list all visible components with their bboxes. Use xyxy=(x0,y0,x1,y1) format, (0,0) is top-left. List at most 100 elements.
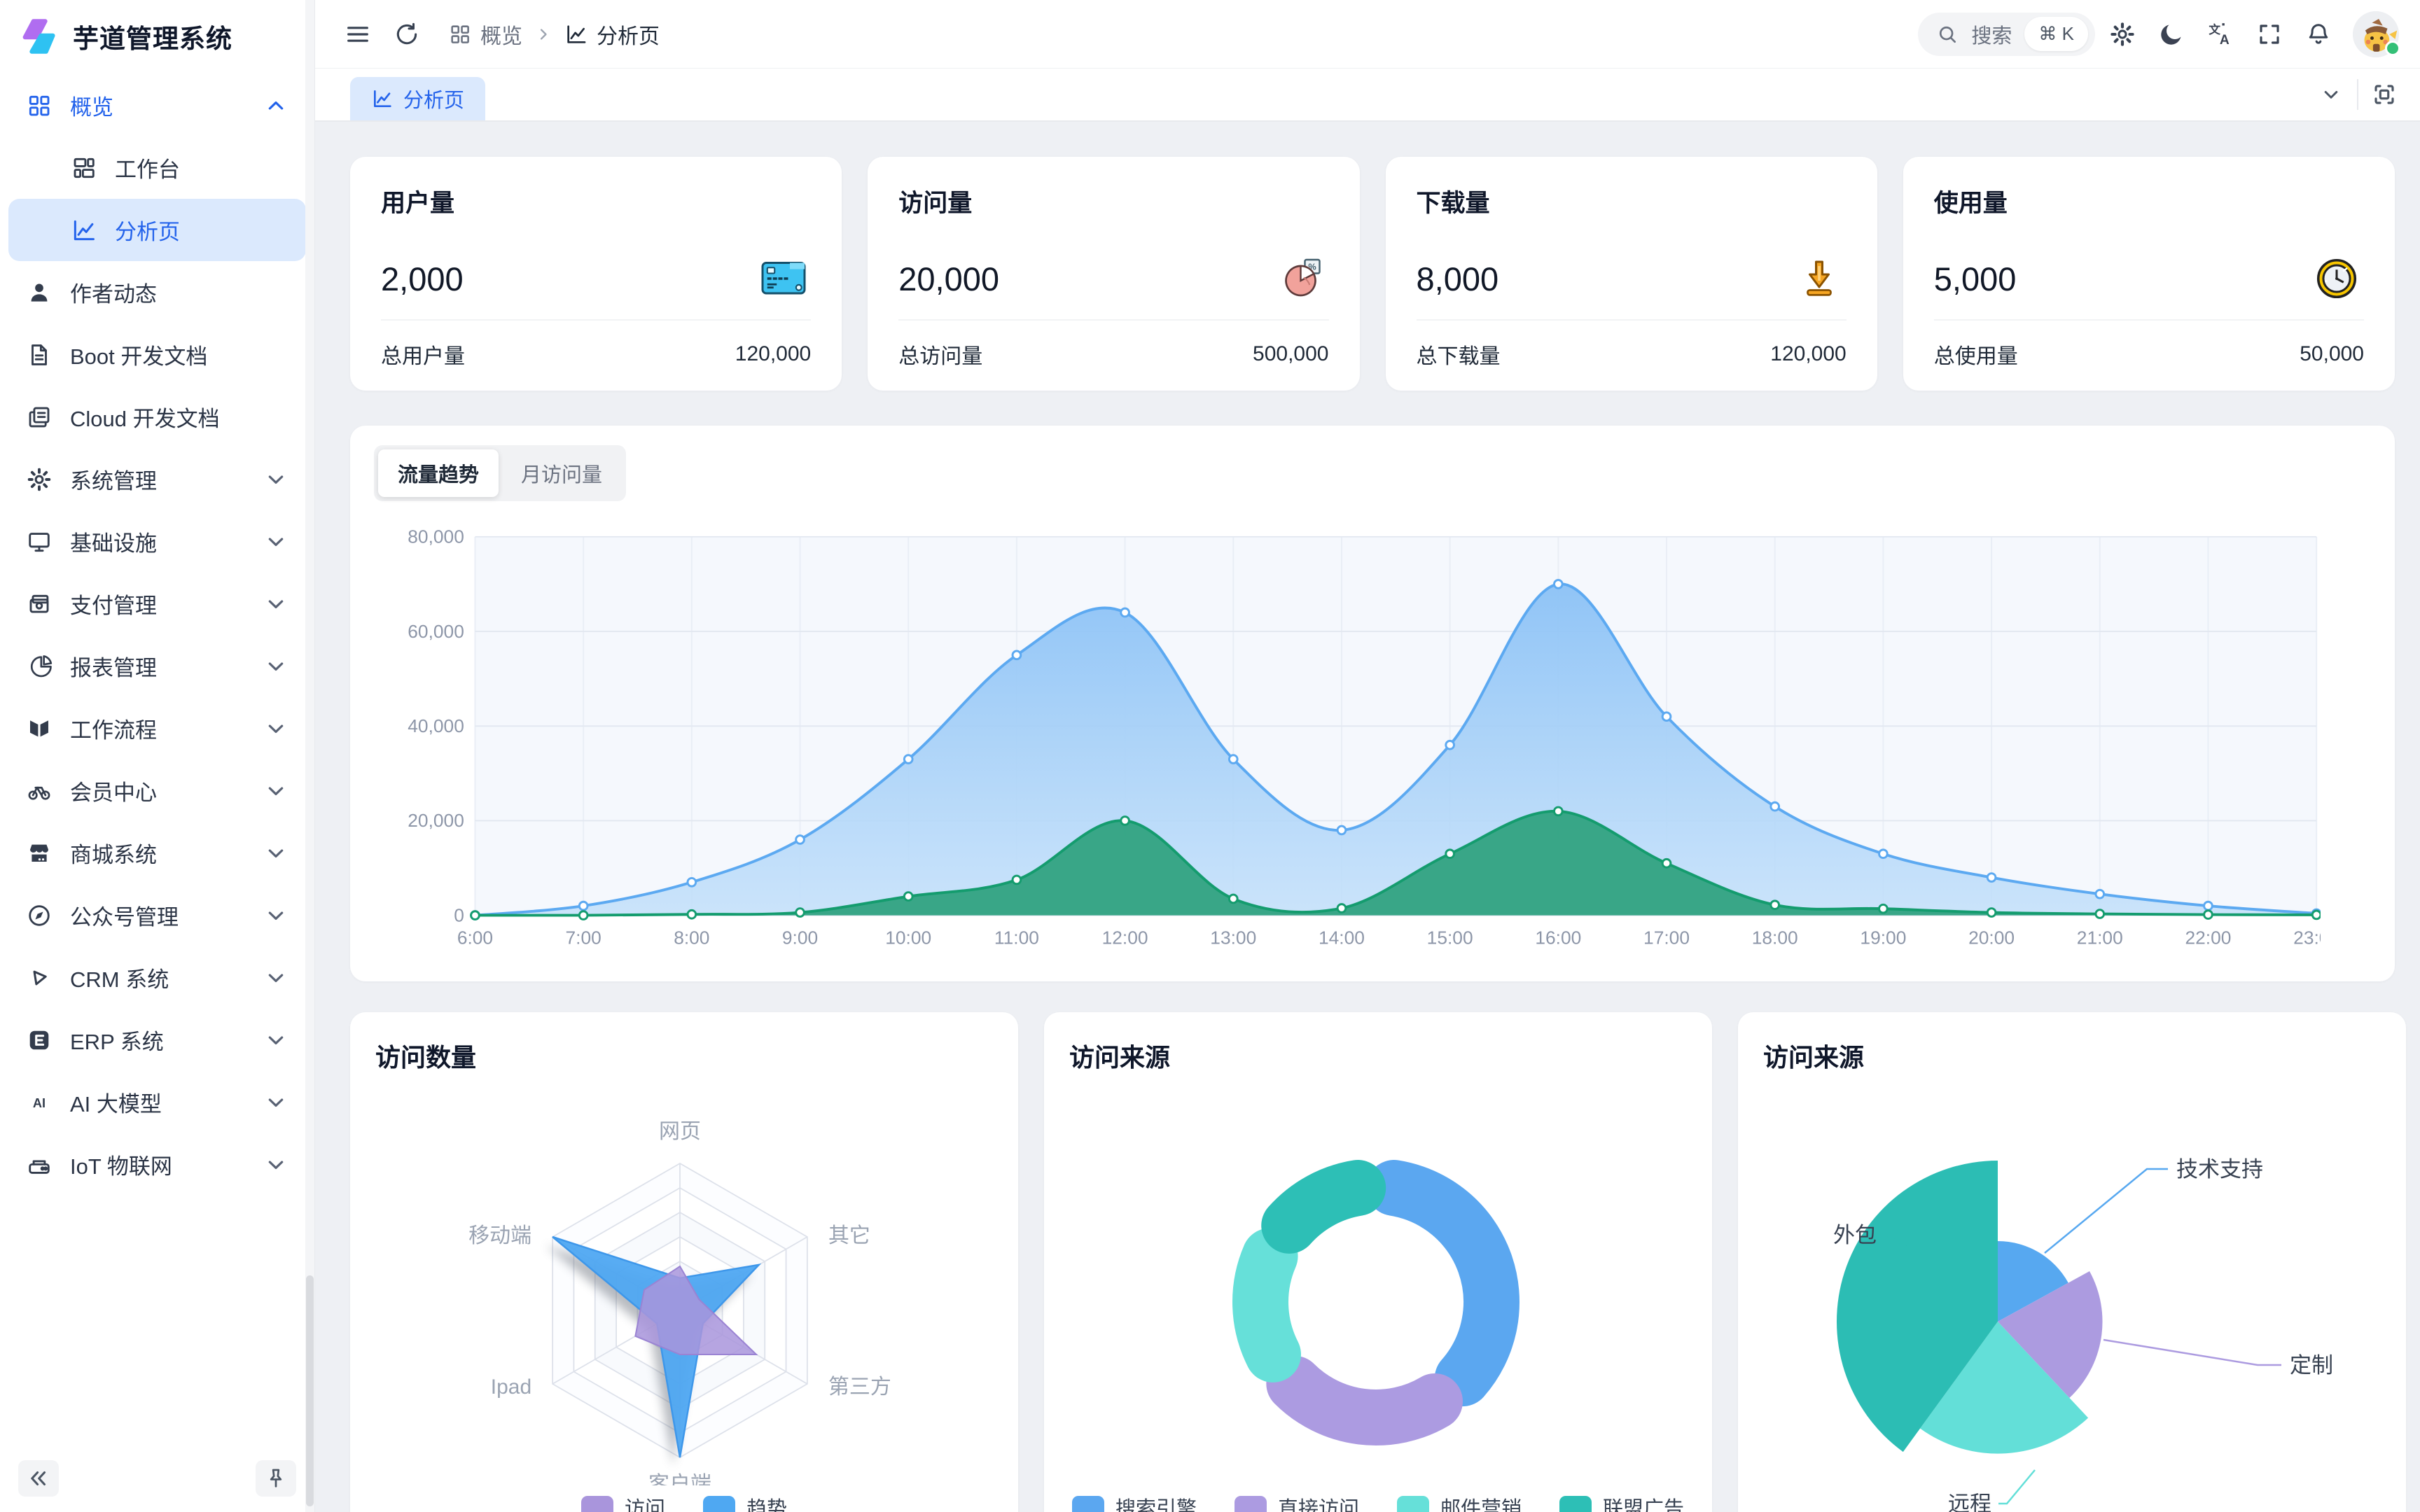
legend-swatch xyxy=(1071,1496,1104,1512)
sidebar-item-workflow[interactable]: 工作流程 xyxy=(8,697,306,760)
sidebar-item-label: 概览 xyxy=(70,95,113,120)
legend-item-直接访问[interactable]: 直接访问 xyxy=(1234,1492,1359,1512)
svg-text:22:00: 22:00 xyxy=(2185,927,2231,948)
svg-text:16:00: 16:00 xyxy=(1535,927,1581,948)
report-icon xyxy=(25,652,53,680)
sidebar-item-ai[interactable]: AI AI 大模型 xyxy=(8,1071,306,1133)
compass-icon xyxy=(25,902,53,930)
legend-item-联盟广告[interactable]: 联盟广告 xyxy=(1559,1492,1684,1512)
chevron-down-icon xyxy=(263,466,289,493)
sidebar-item-label: 分析页 xyxy=(115,220,180,244)
notifications-button[interactable] xyxy=(2297,13,2340,56)
visit-count-panel: 访问数量 网页 其它 第三方 客户端 Ipad 移动端 访问 趋势 xyxy=(350,1012,1018,1512)
grid-icon xyxy=(448,22,472,46)
refresh-button[interactable] xyxy=(385,13,429,56)
panel-title: 访问来源 xyxy=(1763,1043,1865,1072)
radar-legend: 访问 趋势 xyxy=(375,1492,993,1512)
topbar: 概览 分析页 xyxy=(315,0,2420,69)
trend-tab-流量趋势[interactable]: 流量趋势 xyxy=(378,449,499,497)
settings-button[interactable] xyxy=(2101,13,2144,56)
svg-text:19:00: 19:00 xyxy=(1860,927,1906,948)
svg-text:6:00: 6:00 xyxy=(457,927,493,948)
sidebar-item-analysis[interactable]: 分析页 xyxy=(8,199,306,261)
stat-footer-label: 总下载量 xyxy=(1416,345,1501,368)
sidebar-item-doc[interactable]: Boot 开发文档 xyxy=(8,323,306,386)
svg-text:客户端: 客户端 xyxy=(648,1473,711,1485)
sidebar-item-payment[interactable]: 支付管理 xyxy=(8,573,306,635)
chevron-down-icon xyxy=(263,902,289,929)
sidebar-item-label: 基础设施 xyxy=(70,531,157,556)
sidebar-item-mall[interactable]: 商城系统 xyxy=(8,822,306,884)
breadcrumb-page[interactable]: 分析页 xyxy=(564,19,660,50)
trend-tab-月访问量[interactable]: 月访问量 xyxy=(521,464,603,486)
svg-text:%: % xyxy=(1308,261,1316,272)
sidebar-item-report[interactable]: 报表管理 xyxy=(8,635,306,697)
stat-title: 访问量 xyxy=(898,190,973,217)
svg-text:20:00: 20:00 xyxy=(1968,927,2015,948)
sidebar-item-erp[interactable]: ERP 系统 xyxy=(8,1009,306,1071)
breadcrumb-section[interactable]: 概览 xyxy=(448,19,522,50)
dark-mode-button[interactable] xyxy=(2150,13,2193,56)
sidebar-item-gear[interactable]: 系统管理 xyxy=(8,448,306,510)
svg-text:移动端: 移动端 xyxy=(468,1224,531,1247)
stat-footer-value: 120,000 xyxy=(735,342,812,365)
trend-segmented-control: 流量趋势 月访问量 xyxy=(374,445,627,501)
chevron-down-icon xyxy=(263,778,289,804)
sidebar-menu: 概览工作台分析页作者动态 Boot 开发文档 Cloud 开发文档 系统管理基础设施支… xyxy=(0,73,314,1445)
sidebar-item-grid[interactable]: 概览 xyxy=(8,74,306,136)
svg-text:A: A xyxy=(2220,33,2230,48)
tab-analysis[interactable]: 分析页 xyxy=(350,77,486,120)
user-avatar[interactable] xyxy=(2353,10,2400,57)
tab-options-button[interactable] xyxy=(2311,74,2351,115)
content-fullscreen-button[interactable] xyxy=(2364,74,2405,115)
svg-text:定制: 定制 xyxy=(2290,1353,2333,1378)
stat-footer-value: 120,000 xyxy=(1770,342,1847,365)
legend-item-趋势[interactable]: 趋势 xyxy=(703,1492,787,1512)
sidebar-item-crm[interactable]: CRM 系统 xyxy=(8,946,306,1009)
sidebar-item-iot[interactable]: IoT 物联网 xyxy=(8,1133,306,1196)
stat-title: 下载量 xyxy=(1416,190,1490,217)
stat-footer-value: 500,000 xyxy=(1253,342,1329,365)
sidebar-pin-button[interactable] xyxy=(256,1460,296,1497)
search-input[interactable]: 搜索 ⌘ K xyxy=(1918,12,2095,56)
pin-icon xyxy=(264,1466,288,1490)
sidebar-item-docs[interactable]: Cloud 开发文档 xyxy=(8,386,306,448)
svg-text:40,000: 40,000 xyxy=(408,715,464,736)
fullscreen-button[interactable] xyxy=(2248,13,2291,56)
language-button[interactable]: 文 A xyxy=(2199,13,2242,56)
sidebar-item-user[interactable]: 作者动态 xyxy=(8,261,306,323)
svg-text:12:00: 12:00 xyxy=(1102,927,1148,948)
sidebar-scrollbar[interactable] xyxy=(305,0,314,1512)
download-icon xyxy=(1792,251,1847,306)
chevron-down-icon xyxy=(2319,83,2343,106)
logo-row[interactable]: 芋道管理系统 xyxy=(0,0,314,73)
sidebar-item-member[interactable]: 会员中心 xyxy=(8,760,306,822)
visit-count-radar-chart: 网页 其它 第三方 客户端 Ipad 移动端 xyxy=(375,1079,993,1485)
sidebar-item-label: 报表管理 xyxy=(70,656,157,680)
sidebar-item-workbench[interactable]: 工作台 xyxy=(8,136,306,199)
legend-label: 直接访问 xyxy=(1277,1498,1359,1512)
sidebar-collapse-button[interactable] xyxy=(18,1460,59,1497)
sidebar-item-monitor[interactable]: 基础设施 xyxy=(8,510,306,573)
svg-text:Ipad: Ipad xyxy=(491,1376,531,1399)
bell-icon xyxy=(2305,21,2332,48)
sidebar-item-label: IoT 物联网 xyxy=(70,1154,172,1179)
stat-footer-label: 总用户量 xyxy=(381,345,465,368)
menu-toggle-button[interactable] xyxy=(336,13,380,56)
svg-text:20,000: 20,000 xyxy=(408,810,464,831)
analysis-icon xyxy=(70,216,98,244)
legend-item-邮件营销[interactable]: 邮件营销 xyxy=(1397,1492,1522,1512)
pie-icon: % xyxy=(1274,251,1329,306)
legend-swatch xyxy=(1397,1496,1429,1512)
svg-text:18:00: 18:00 xyxy=(1752,927,1798,948)
legend-item-搜索引擎[interactable]: 搜索引擎 xyxy=(1071,1492,1197,1512)
sidebar-item-compass[interactable]: 公众号管理 xyxy=(8,884,306,946)
monitor-icon xyxy=(25,528,53,556)
sidebar-item-label: 公众号管理 xyxy=(70,905,179,930)
svg-text:文: 文 xyxy=(2209,22,2220,36)
sidebar-item-label: 支付管理 xyxy=(70,594,157,618)
legend-label: 趋势 xyxy=(746,1498,788,1512)
legend-item-访问[interactable]: 访问 xyxy=(580,1492,665,1512)
visit-source-donut-chart xyxy=(1069,1079,1687,1485)
translate-icon: 文 A xyxy=(2206,20,2234,48)
